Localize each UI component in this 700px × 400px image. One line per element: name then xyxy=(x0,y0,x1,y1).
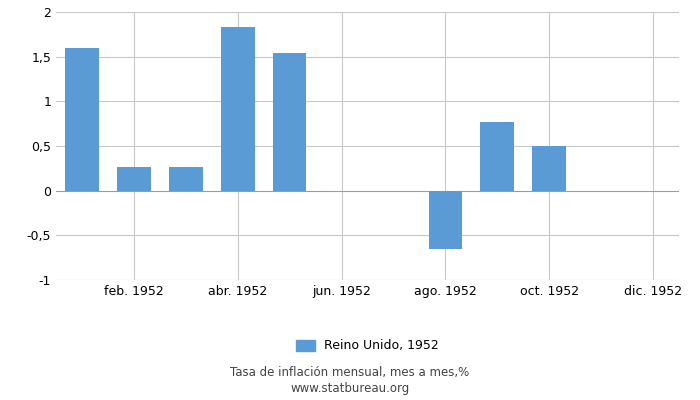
Bar xyxy=(428,191,462,249)
Legend: Reino Unido, 1952: Reino Unido, 1952 xyxy=(290,334,444,358)
Bar xyxy=(65,48,99,191)
Bar xyxy=(273,53,307,191)
Text: www.statbureau.org: www.statbureau.org xyxy=(290,382,410,395)
Bar xyxy=(117,166,150,191)
Bar xyxy=(169,166,203,191)
Bar xyxy=(220,27,255,191)
Bar xyxy=(532,146,566,191)
Bar xyxy=(480,122,514,191)
Text: Tasa de inflación mensual, mes a mes,%: Tasa de inflación mensual, mes a mes,% xyxy=(230,366,470,379)
